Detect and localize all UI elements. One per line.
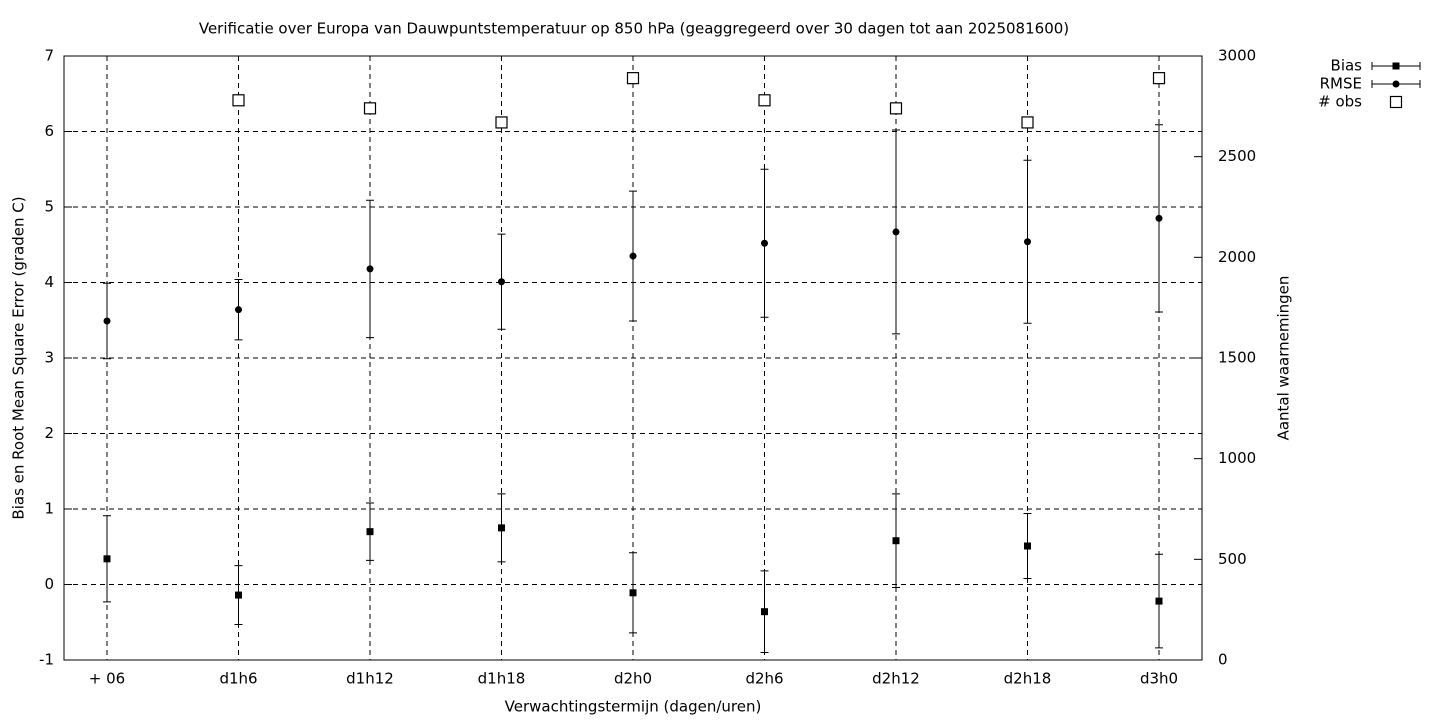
- point: [498, 278, 505, 286]
- x-tick-label: d1h18: [478, 670, 526, 688]
- point: [235, 591, 242, 599]
- y-tick-label: 0: [44, 575, 54, 593]
- y2-tick-label: 2500: [1218, 147, 1256, 165]
- point: [761, 239, 768, 247]
- y2-tick-label: 1500: [1218, 349, 1256, 367]
- y-axis-label: Bias en Root Mean Square Error (graden C…: [10, 196, 28, 519]
- y-tick-label: 7: [44, 47, 54, 65]
- point: [629, 252, 637, 260]
- y2-tick-label: 500: [1218, 550, 1247, 568]
- point: [1389, 95, 1403, 109]
- point: [103, 317, 111, 325]
- point: [1392, 62, 1400, 70]
- point: [889, 102, 903, 115]
- point: [366, 265, 374, 273]
- x-axis-label: Verwachtingstermijn (dagen/uren): [505, 698, 762, 716]
- legend-label: Bias: [1331, 57, 1363, 75]
- x-tick-label: d1h6: [219, 670, 257, 688]
- point: [103, 555, 111, 563]
- point: [1024, 542, 1031, 550]
- point: [495, 116, 508, 129]
- x-tick-label: d2h12: [872, 670, 920, 688]
- y2-tick-label: 1000: [1218, 449, 1256, 467]
- y-tick-label: 1: [44, 500, 54, 518]
- x-tick-label: + 06: [89, 670, 125, 688]
- y-tick-label: 5: [44, 198, 54, 216]
- point: [758, 94, 771, 107]
- y-tick-label: 2: [44, 424, 54, 442]
- x-tick-label: d2h0: [614, 670, 652, 688]
- x-tick-label: d1h12: [346, 670, 394, 688]
- y-tick-label: 4: [44, 273, 54, 291]
- x-tick-label: d2h6: [745, 670, 783, 688]
- point: [892, 537, 900, 545]
- point: [1021, 116, 1034, 129]
- point: [1155, 597, 1163, 605]
- point: [629, 589, 637, 597]
- point: [235, 306, 242, 314]
- x-tick-label: d3h0: [1140, 670, 1178, 688]
- point: [1024, 238, 1031, 246]
- y-tick-label: 6: [44, 122, 54, 140]
- plot-frame: [63, 55, 1203, 661]
- point: [1392, 80, 1400, 88]
- y2-tick-label: 2000: [1218, 248, 1256, 266]
- x-tick-label: d2h18: [1004, 670, 1052, 688]
- point: [892, 228, 900, 236]
- legend-label: RMSE: [1320, 75, 1362, 93]
- point: [498, 524, 505, 532]
- point: [1155, 214, 1163, 222]
- chart-title: Verificatie over Europa van Dauwpuntstem…: [199, 20, 1069, 38]
- legend-label: # obs: [1318, 93, 1362, 111]
- point: [232, 94, 245, 107]
- y2-tick-label: 3000: [1218, 47, 1256, 65]
- point: [761, 608, 768, 616]
- y-tick-label: -1: [39, 651, 54, 669]
- point: [1152, 72, 1166, 85]
- y2-tick-label: 0: [1218, 651, 1228, 669]
- point: [366, 528, 374, 536]
- y-tick-label: 3: [44, 349, 54, 367]
- point: [363, 102, 377, 115]
- point: [626, 72, 640, 85]
- y2-axis-label: Aantal waarnemingen: [1275, 276, 1293, 441]
